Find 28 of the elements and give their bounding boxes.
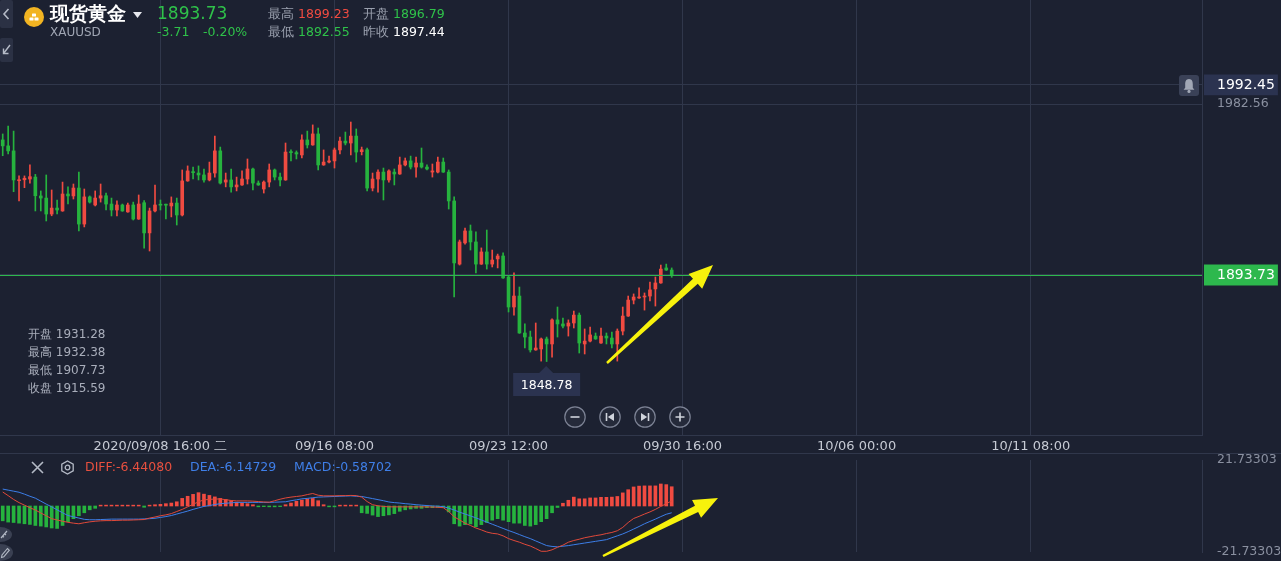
annotation: 收盘 1915.59 [28,381,106,396]
y-tick-label: 1992.45 [1217,75,1275,92]
annotation: 开盘 1931.28 [28,327,106,342]
annotation: 1848.78 [512,372,581,397]
chart-title: 现货黄金 [50,3,126,25]
annotation: 昨收 1897.44 [363,24,445,40]
x-tick-label: 09/30 16:00 [643,438,723,454]
text: XAUUSD [50,25,101,40]
annotation: -0.20% [203,24,248,40]
x-tick-label: 2020/09/08 16:00 二 [93,438,228,454]
annotation: 最高 1932.38 [28,345,106,360]
y-tick-label: 1982.56 [1217,95,1269,111]
annotation: 开盘 1896.79 [363,6,445,22]
x-tick-label: 09/16 08:00 [294,438,375,454]
y-tick-label: 21.73303 [1217,451,1277,467]
annotation: 1893.73 [157,3,228,24]
y-tick-label: -21.73303 [1217,543,1281,559]
annotation: 最低 1892.55 [268,24,350,40]
y-tick-label: 1893.73 [1217,265,1275,282]
annotation: 最低 1907.73 [28,363,106,378]
x-tick-label: 10/11 08:00 [991,438,1071,454]
x-tick-label: 10/06 00:00 [817,438,897,454]
annotation: 最高 1899.23 [268,6,350,22]
annotation: MACD:-0.58702 [294,459,392,475]
x-tick-label: 09/23 12:00 [469,438,549,454]
annotation: -3.71 [157,24,190,40]
annotation: DEA:-6.14729 [190,459,277,475]
annotation: DIFF:-6.44080 [85,459,173,475]
